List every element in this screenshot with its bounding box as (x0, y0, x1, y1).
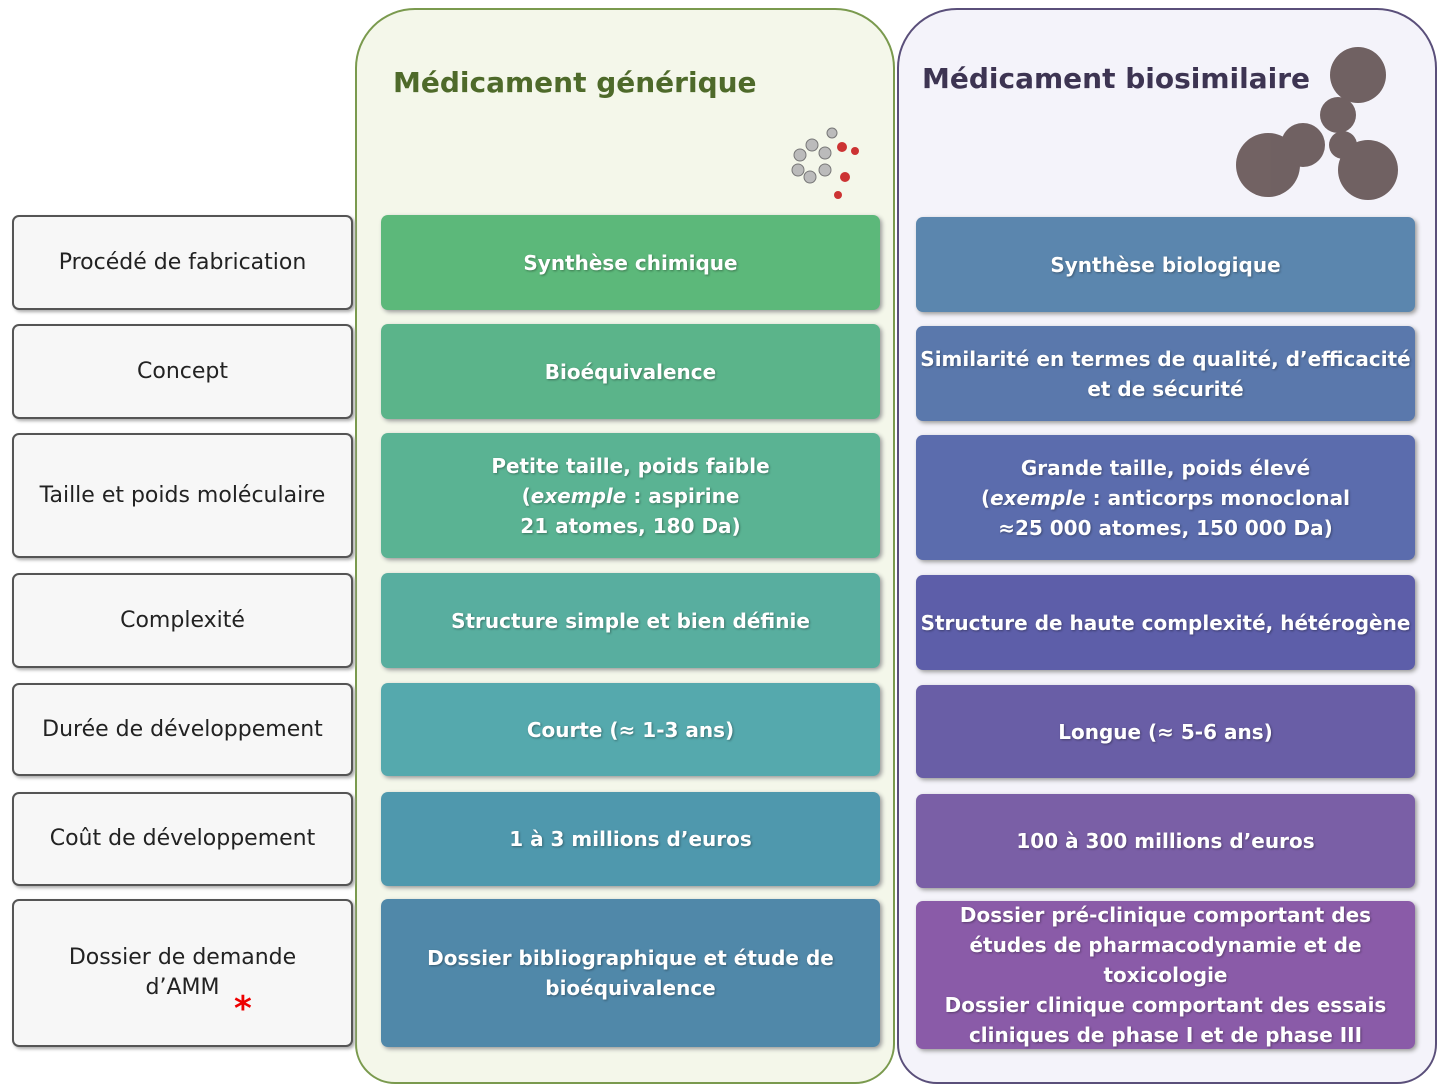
text-line: cliniques de phase I et de phase III (968, 1023, 1363, 1047)
generic-cell: Courte (≈ 1-3 ans) (381, 683, 880, 776)
text-line: ≈25 000 atomes, 150 000 Da) (998, 515, 1333, 540)
text-line: Grande taille, poids élevé (1020, 455, 1311, 480)
text-part: ( (980, 485, 991, 510)
text-line: bioéquivalence (545, 976, 716, 1000)
row-label: Dossier de demande d’AMM (12, 899, 353, 1047)
text-line: Petite taille, poids faible (491, 453, 770, 478)
text-line: Synthèse chimique (523, 250, 738, 275)
text-line: et de sécurité (1087, 376, 1244, 401)
text-line: (exemple : aspirine (522, 481, 740, 511)
text-line: Procédé de fabrication (58, 249, 307, 275)
text-line: (exemple : anticorps monoclonal (981, 483, 1350, 513)
biosimilar-cell: Dossier pré-clinique comportant des étude… (916, 901, 1415, 1049)
generic-cell: Dossier bibliographique et étude de bioéq… (381, 899, 880, 1047)
text-line: Similarité en termes de qualité, d’effic… (920, 346, 1411, 371)
generic-cell: 1 à 3 millions d’euros (381, 792, 880, 886)
text-line: Dossier de demande (68, 945, 297, 970)
biosimilar-cell: Synthèse biologique (916, 217, 1415, 312)
footnote-marker: * (234, 989, 252, 1029)
biosimilar-cell: Similarité en termes de qualité, d’effic… (916, 326, 1415, 421)
text-line: Dossier clinique comportant des essais (944, 993, 1387, 1017)
text-line: Taille et poids moléculaire (39, 482, 326, 508)
text-line: Bioéquivalence (544, 359, 717, 384)
row-label: Taille et poids moléculaire (12, 433, 353, 558)
row-label: Durée de développement (12, 683, 353, 776)
biosimilar-cell: Structure de haute complexité, hétérogèn… (916, 575, 1415, 670)
biosimilar-cell: 100 à 300 millions d’euros (916, 794, 1415, 888)
generic-cell: Structure simple et bien définie (381, 573, 880, 668)
row-label: Concept (12, 324, 353, 419)
text-line: 100 à 300 millions d’euros (1016, 829, 1315, 853)
column-title: Médicament générique (393, 66, 757, 99)
text-line: Synthèse biologique (1050, 252, 1281, 277)
text-line: 1 à 3 millions d’euros (509, 827, 752, 851)
text-line: 21 atomes, 180 Da) (520, 513, 741, 538)
text-line: Courte (≈ 1-3 ans) (526, 717, 735, 742)
text-line: Durée de développement (42, 716, 323, 742)
generic-cell: Petite taille, poids faible (exemple : as… (381, 433, 880, 558)
text-line: Coût de développement (49, 826, 316, 851)
text-part: : anticorps monoclonal (1085, 485, 1351, 510)
row-label: Procédé de fabrication (12, 215, 353, 310)
row-label: Coût de développement (12, 792, 353, 886)
text-part: exemple (990, 485, 1086, 510)
biosimilar-cell: Longue (≈ 5-6 ans) (916, 685, 1415, 778)
text-line: études de pharmacodynamie et de (969, 933, 1362, 957)
generic-cell: Bioéquivalence (381, 324, 880, 419)
text-line: Dossier pré-clinique comportant des (959, 903, 1372, 927)
text-line: Structure simple et bien définie (451, 608, 810, 633)
text-line: Concept (137, 358, 228, 384)
text-line: Complexité (120, 607, 245, 633)
text-part: : aspirine (626, 483, 740, 508)
text-line: toxicologie (1103, 963, 1228, 987)
text-part: ( (521, 483, 531, 508)
text-line: Dossier bibliographique et étude de (427, 946, 834, 970)
generic-cell: Synthèse chimique (381, 215, 880, 310)
row-label: Complexité (12, 573, 353, 668)
text-line: Longue (≈ 5-6 ans) (1058, 719, 1273, 744)
molecule-icon (791, 127, 859, 199)
column-title: Médicament biosimilaire (922, 62, 1311, 95)
text-part: exemple (530, 483, 627, 508)
text-line: Structure de haute complexité, hétérogèn… (920, 610, 1411, 635)
antibody-icon (1236, 47, 1398, 200)
biosimilar-cell: Grande taille, poids élevé (exemple : ant… (916, 435, 1415, 560)
text-line: d’AMM (145, 975, 220, 1000)
